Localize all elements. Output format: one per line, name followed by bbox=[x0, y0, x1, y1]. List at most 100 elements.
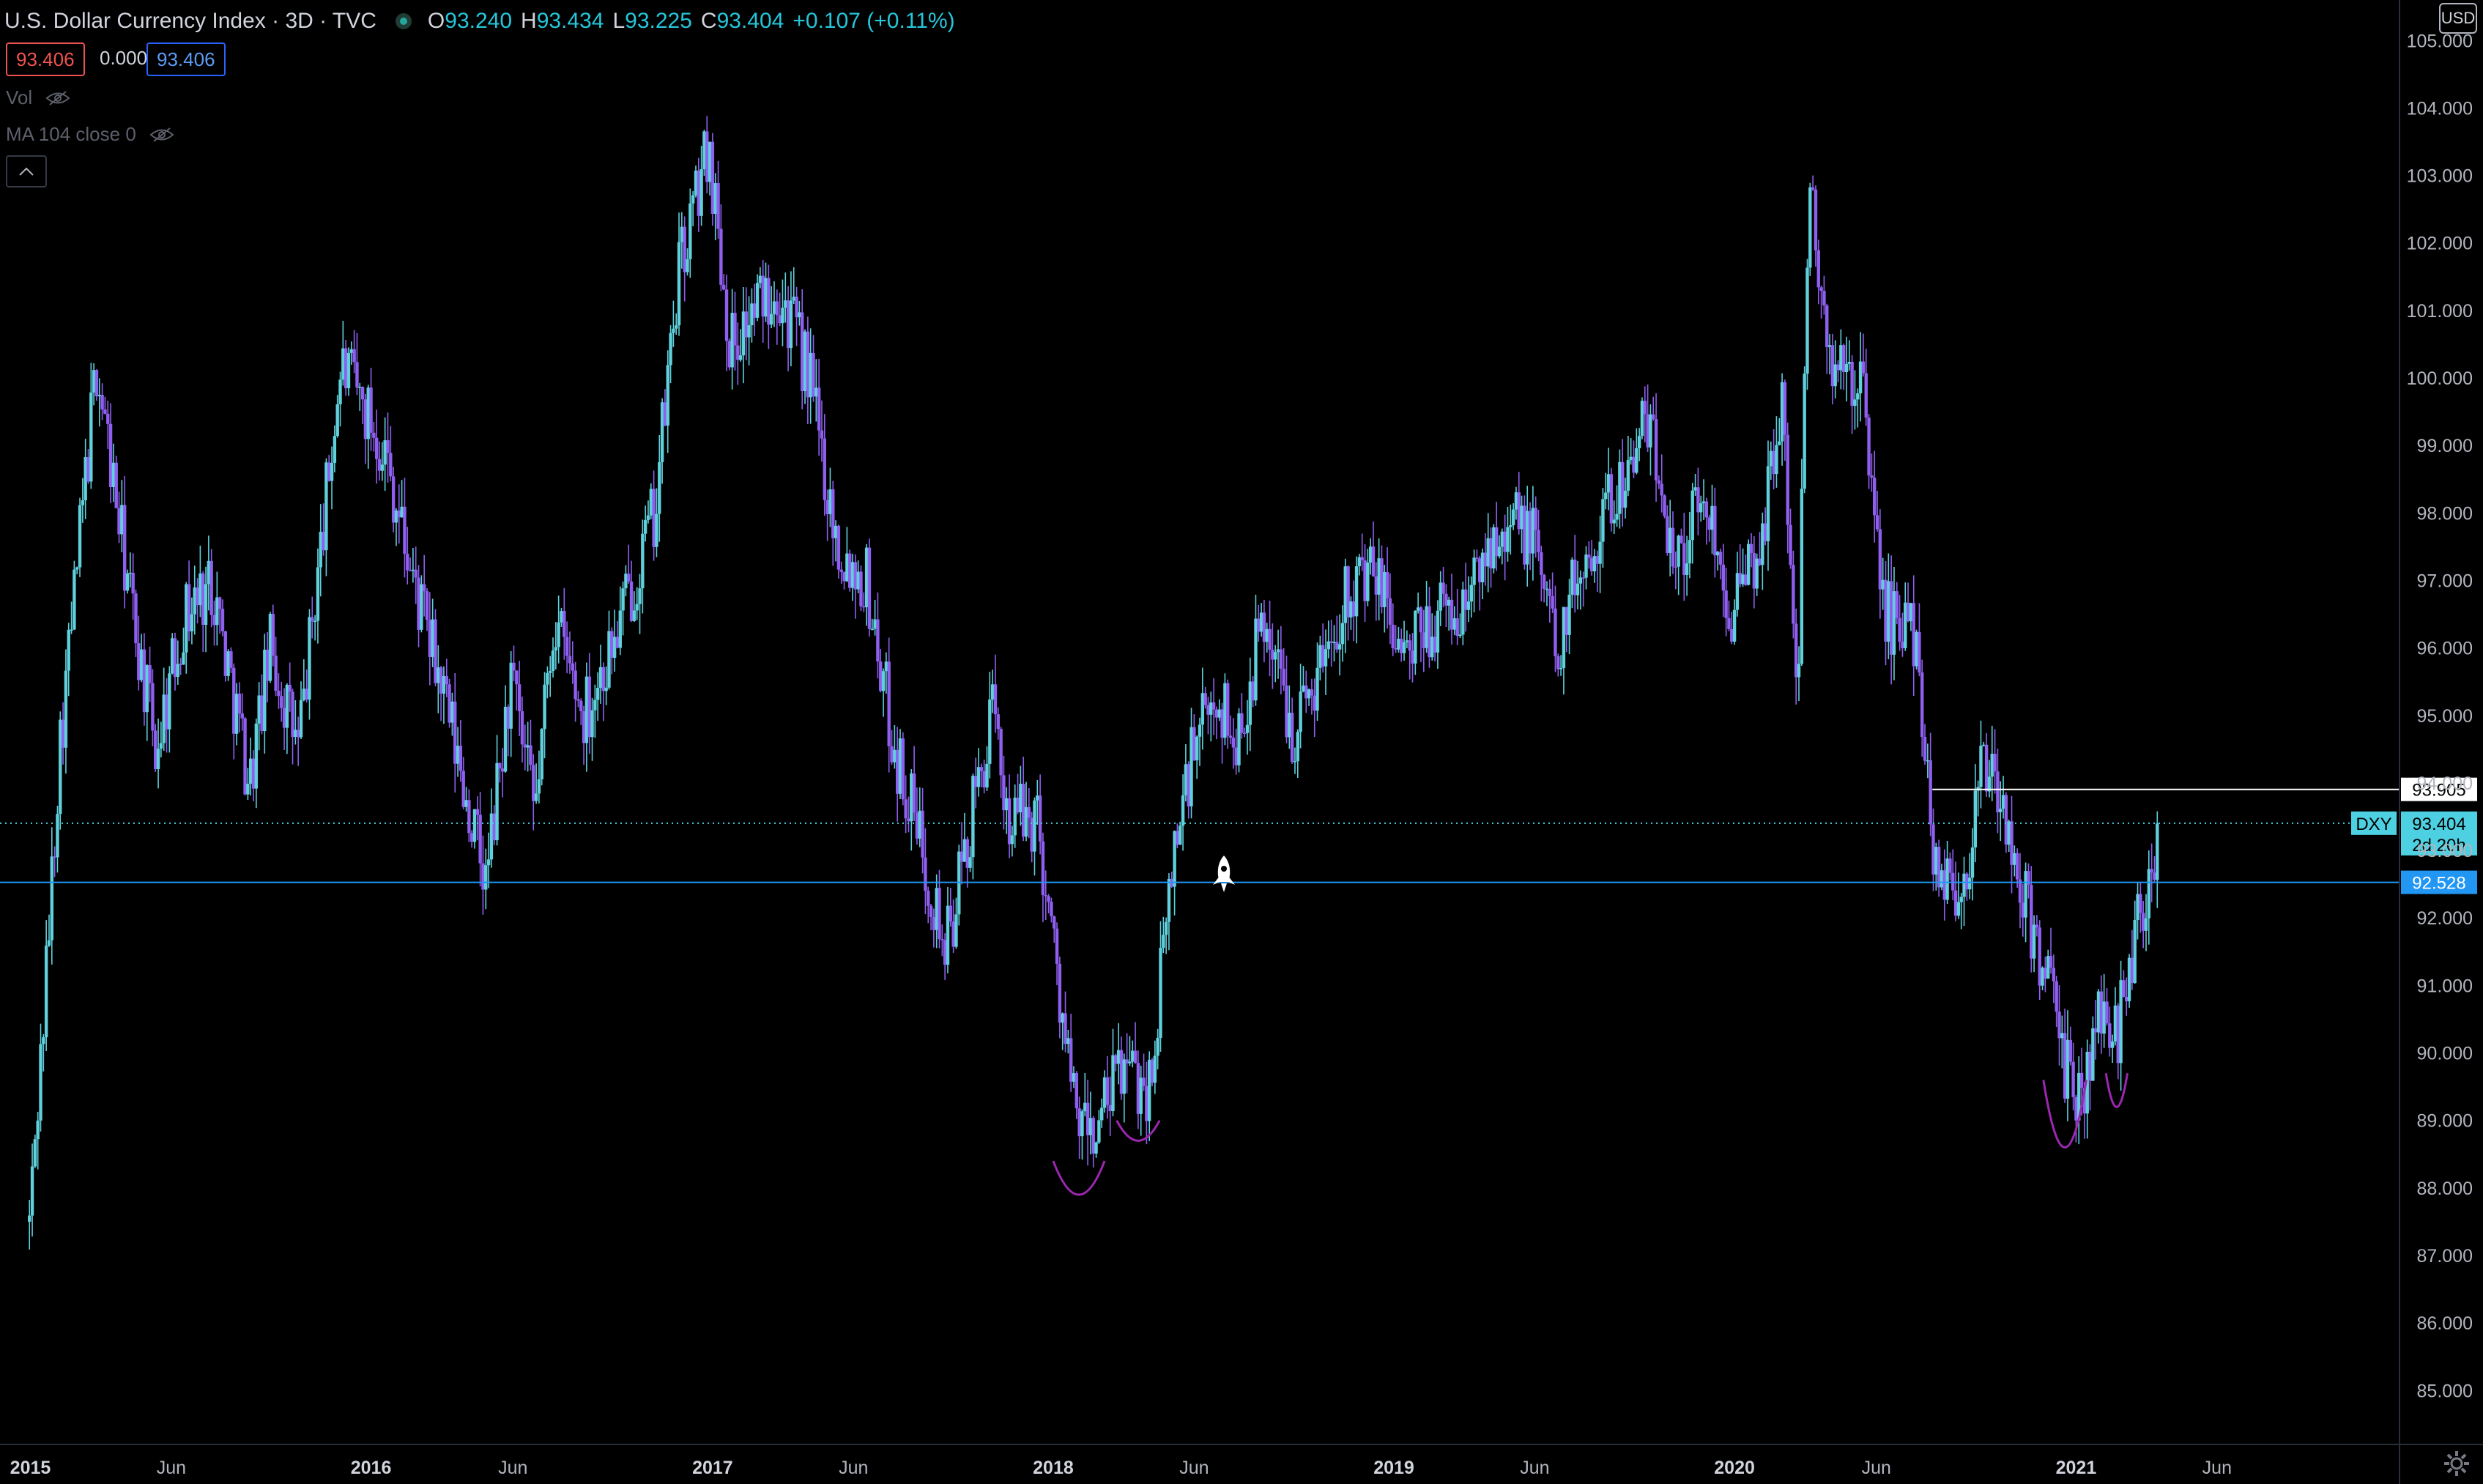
currency-button[interactable]: USD bbox=[2439, 3, 2477, 34]
candle-body bbox=[369, 387, 373, 433]
candle-body bbox=[784, 300, 787, 308]
candle-body bbox=[949, 905, 953, 922]
candle-body bbox=[190, 614, 194, 631]
candle-body bbox=[1696, 487, 1700, 513]
candle-body bbox=[1055, 928, 1059, 964]
candle-body bbox=[380, 464, 385, 471]
eye-hidden-icon[interactable] bbox=[45, 90, 70, 106]
candle-body bbox=[469, 833, 474, 842]
candle-body bbox=[397, 510, 401, 518]
candle-body bbox=[2125, 996, 2128, 1001]
candle-body bbox=[338, 379, 342, 404]
candle-body bbox=[1136, 1063, 1140, 1114]
candle-body bbox=[422, 584, 426, 592]
candle-body bbox=[492, 813, 496, 841]
candle-body bbox=[2046, 956, 2050, 979]
candle-body bbox=[1024, 806, 1028, 837]
candle-body bbox=[924, 857, 927, 891]
candle-body bbox=[346, 352, 351, 389]
symbol-title[interactable]: U.S. Dollar Currency Index · 3D · TVC bbox=[4, 9, 376, 33]
candle-body bbox=[1940, 870, 1944, 888]
candle-body bbox=[288, 684, 292, 692]
gear-icon[interactable] bbox=[2442, 1449, 2471, 1478]
candle-body bbox=[689, 203, 692, 259]
candle-body bbox=[624, 574, 628, 589]
candle-body bbox=[828, 489, 832, 514]
candle-body bbox=[319, 531, 322, 568]
candle-body bbox=[697, 170, 700, 216]
candle-body bbox=[2055, 981, 2058, 1012]
candle-body bbox=[2030, 884, 2033, 959]
candle-body bbox=[862, 606, 866, 608]
candle-body bbox=[1500, 531, 1504, 547]
price-scale[interactable]: 105.000 104.000 103.000 102.000 101.000 100.0… bbox=[2399, 0, 2473, 1484]
horizontal-levels[interactable]: 93.905 92.528 DXY 93.404 2d 20h bbox=[0, 777, 2477, 894]
y-tick-label: 89.000 bbox=[2417, 1111, 2473, 1132]
candle-body bbox=[1747, 543, 1751, 585]
candle-body bbox=[584, 676, 589, 743]
candle-body bbox=[445, 676, 448, 685]
candle-body bbox=[39, 1044, 42, 1121]
candle-body bbox=[1211, 702, 1216, 710]
candle-body bbox=[322, 531, 325, 551]
candle-body bbox=[1898, 617, 1901, 642]
time-scale[interactable]: 2015 Jun 2016 Jun 2017 Jun 2018 Jun 2019 Jun 2020 J… bbox=[0, 1444, 2483, 1478]
candle-body bbox=[2133, 920, 2137, 984]
candle-body bbox=[1036, 795, 1039, 801]
annotation-arc bbox=[1052, 1160, 1106, 1196]
candle-body bbox=[425, 591, 429, 620]
candle-body bbox=[1906, 602, 1910, 622]
candle-body bbox=[1100, 1108, 1104, 1121]
buy-price-box[interactable]: 93.406 bbox=[146, 42, 226, 76]
candle-body bbox=[643, 519, 647, 534]
candle-body bbox=[985, 763, 989, 788]
candle-body bbox=[2110, 1041, 2115, 1048]
rocket-icon bbox=[1213, 856, 1235, 892]
candle-body bbox=[607, 631, 611, 688]
candle-body bbox=[2153, 872, 2156, 880]
candle-body bbox=[621, 588, 625, 611]
candle-body bbox=[1293, 761, 1297, 763]
candle-body bbox=[845, 553, 849, 582]
sell-price-box[interactable]: 93.406 bbox=[6, 42, 85, 76]
candle-body bbox=[1131, 1050, 1135, 1062]
candle-body bbox=[2015, 853, 2019, 880]
candle-body bbox=[1595, 556, 1599, 564]
x-tick-label: 2021 bbox=[2056, 1458, 2097, 1478]
candle-body bbox=[1271, 650, 1274, 660]
candle-body bbox=[456, 746, 460, 764]
candle-body bbox=[1822, 291, 1826, 305]
candle-body bbox=[713, 183, 717, 214]
candle-body bbox=[406, 553, 409, 571]
candle-body bbox=[1738, 573, 1742, 585]
candle-body bbox=[1455, 618, 1459, 637]
candle-body bbox=[1444, 593, 1448, 606]
candle-body bbox=[1606, 474, 1611, 493]
candle-body bbox=[1794, 623, 1798, 678]
candle-body bbox=[2063, 1033, 2067, 1099]
collapse-legend-button[interactable] bbox=[6, 155, 47, 188]
candle-body bbox=[2018, 879, 2022, 903]
candle-body bbox=[1993, 754, 1997, 772]
candle-body bbox=[1077, 1108, 1081, 1137]
candle-body bbox=[1038, 795, 1042, 842]
y-tick-label: 87.000 bbox=[2417, 1246, 2473, 1266]
candle-body bbox=[890, 746, 894, 763]
candle-body bbox=[940, 939, 944, 941]
candle-body bbox=[1061, 1013, 1064, 1023]
candle-body bbox=[1240, 713, 1244, 733]
candle-body bbox=[302, 689, 306, 700]
eye-hidden-icon[interactable] bbox=[149, 127, 174, 143]
indicator-volume[interactable]: Vol bbox=[6, 86, 70, 109]
candle-body bbox=[439, 667, 443, 694]
candle-body bbox=[1156, 1037, 1159, 1056]
candle-body bbox=[968, 857, 972, 868]
candle-body bbox=[1223, 683, 1227, 738]
candle-body bbox=[47, 940, 51, 946]
candle-body bbox=[842, 571, 846, 582]
indicator-ma[interactable]: MA 104 close 0 bbox=[6, 123, 174, 146]
candle-body bbox=[162, 694, 166, 743]
candle-body bbox=[747, 325, 751, 338]
candle-body bbox=[1688, 540, 1692, 564]
